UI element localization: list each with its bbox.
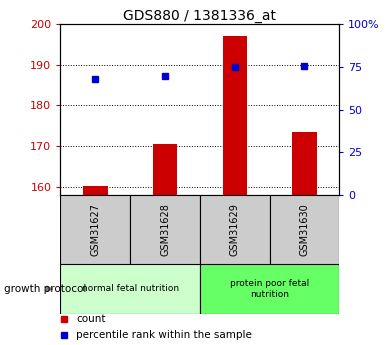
Bar [130, 195, 200, 264]
Bar [223, 36, 247, 195]
Text: normal fetal nutrition: normal fetal nutrition [82, 284, 179, 294]
Bar [60, 264, 200, 314]
Text: GSM31628: GSM31628 [160, 203, 170, 256]
Bar [60, 195, 130, 264]
Text: GSM31630: GSM31630 [300, 203, 309, 256]
Title: GDS880 / 1381336_at: GDS880 / 1381336_at [123, 9, 277, 23]
Bar [200, 195, 269, 264]
Text: count: count [76, 314, 106, 324]
Text: GSM31629: GSM31629 [230, 203, 240, 256]
Bar [200, 264, 339, 314]
Bar [269, 195, 339, 264]
Text: protein poor fetal
nutrition: protein poor fetal nutrition [230, 279, 309, 299]
Text: percentile rank within the sample: percentile rank within the sample [76, 330, 252, 339]
Bar [153, 144, 177, 195]
Text: GSM31627: GSM31627 [90, 203, 100, 256]
Text: growth protocol: growth protocol [4, 284, 86, 294]
Bar [83, 186, 108, 195]
Bar [292, 132, 317, 195]
